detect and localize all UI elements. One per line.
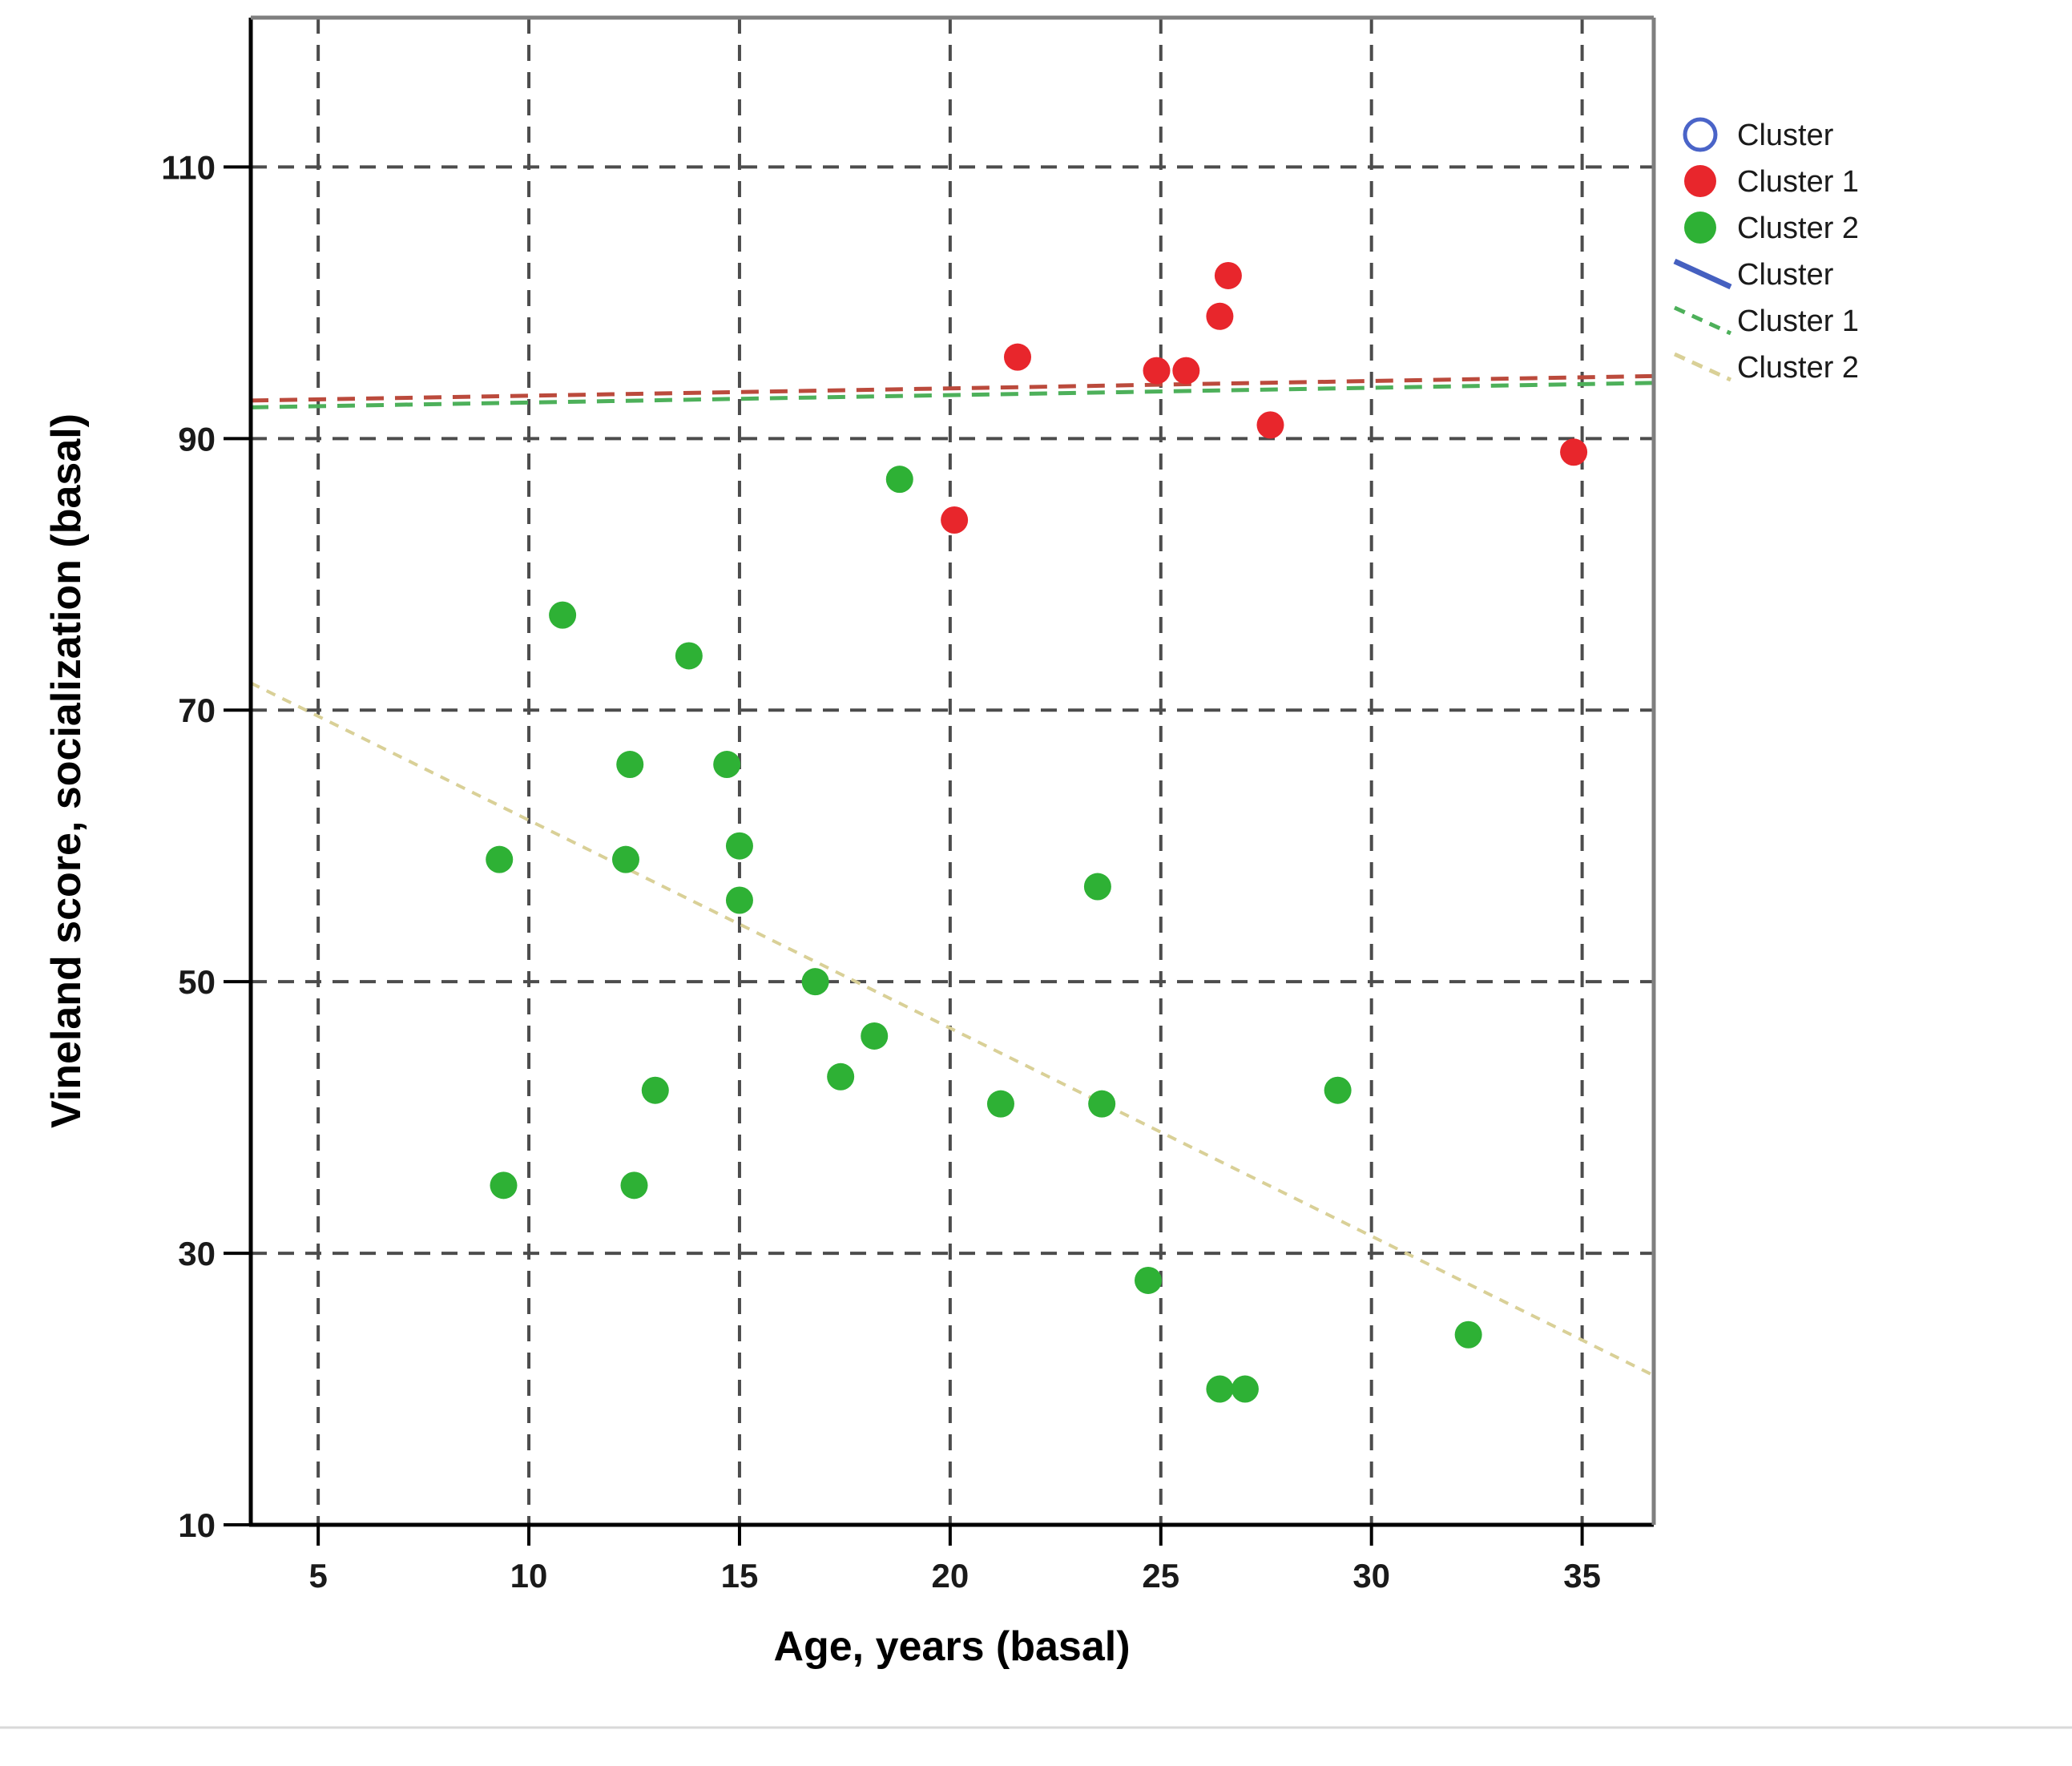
y-tick-label-50: 50 [178, 963, 216, 1001]
data-point-series2-1 [490, 1171, 518, 1200]
y-axis-title: Vineland score, socialization (basal) [43, 413, 90, 1128]
legend-label-1: Cluster 1 [1737, 165, 1859, 199]
legend-label-3: Cluster [1737, 258, 1834, 292]
data-point-series2-21 [1324, 1076, 1352, 1104]
data-point-series2-10 [725, 886, 753, 914]
x-axis-title: Age, years (basal) [773, 1623, 1130, 1670]
data-point-series1-4 [1206, 302, 1234, 330]
axis-ticks-group [224, 165, 1584, 1546]
legend-group: Cluster Cluster 1 Cluster 2 Cluster Cluster … [1673, 117, 1859, 385]
legend-filled-circle-icon [1684, 212, 1716, 244]
data-point-series2-3 [611, 845, 639, 873]
data-point-series1-2 [1143, 357, 1171, 385]
data-point-series2-12 [827, 1062, 855, 1091]
x-tick-label-35: 35 [1563, 1557, 1601, 1595]
data-point-series2-22 [1454, 1320, 1482, 1349]
data-point-series2-11 [801, 968, 829, 996]
data-point-series2-17 [1088, 1090, 1116, 1118]
data-point-series2-9 [725, 832, 753, 860]
data-point-series2-20 [1231, 1375, 1259, 1403]
data-point-series2-2 [549, 601, 577, 629]
data-point-series2-0 [486, 845, 514, 873]
data-point-series1-6 [1256, 411, 1284, 439]
data-points-group [486, 261, 1588, 1403]
legend-open-circle-icon [1683, 117, 1718, 152]
legend-solid-line-icon [1673, 258, 1732, 290]
legend-label-0: Cluster [1737, 119, 1834, 152]
y-tick-label-30: 30 [178, 1235, 216, 1272]
legend-filled-circle-icon [1684, 165, 1716, 197]
data-point-series2-8 [713, 751, 741, 779]
y-tick-label-10: 10 [178, 1506, 216, 1544]
data-point-series1-0 [941, 506, 969, 534]
legend-label-4: Cluster 1 [1737, 304, 1859, 338]
gridlines-group [251, 18, 1654, 1525]
x-tick-label-20: 20 [932, 1557, 969, 1595]
x-tick-label-30: 30 [1352, 1557, 1390, 1595]
fit-lines-group [250, 373, 1655, 1377]
data-point-series2-7 [675, 642, 703, 670]
data-point-series2-19 [1206, 1375, 1234, 1403]
data-point-series2-5 [620, 1171, 648, 1200]
x-tick-label-25: 25 [1142, 1557, 1179, 1595]
x-tick-label-10: 10 [510, 1557, 548, 1595]
data-point-series2-16 [1083, 873, 1111, 901]
data-point-series1-3 [1172, 357, 1200, 385]
fit-line-0 [250, 373, 1655, 403]
tick-labels-group: 5 10 15 20 25 30 35 10 30 50 70 90 110 [161, 148, 1601, 1595]
data-point-series1-1 [1004, 343, 1032, 371]
legend-label-5: Cluster 2 [1737, 351, 1859, 385]
legend-dashed-line-icon [1673, 352, 1732, 382]
legend-dashed-line-icon [1673, 305, 1732, 336]
data-point-series2-18 [1135, 1266, 1163, 1294]
legend-label-2: Cluster 2 [1737, 212, 1859, 245]
y-tick-label-110: 110 [161, 148, 216, 186]
data-point-series2-4 [616, 751, 644, 779]
data-point-series2-15 [986, 1090, 1014, 1118]
data-point-series2-13 [861, 1022, 889, 1050]
data-point-series2-14 [885, 466, 913, 494]
fit-line-2 [250, 681, 1655, 1377]
data-point-series1-7 [1560, 438, 1588, 466]
y-tick-label-70: 70 [178, 691, 216, 729]
y-tick-label-90: 90 [178, 420, 216, 458]
x-tick-label-15: 15 [721, 1557, 759, 1595]
fit-line-1 [250, 381, 1655, 409]
x-tick-label-5: 5 [308, 1557, 327, 1595]
data-point-series2-6 [641, 1076, 669, 1104]
data-point-series1-5 [1214, 261, 1242, 289]
